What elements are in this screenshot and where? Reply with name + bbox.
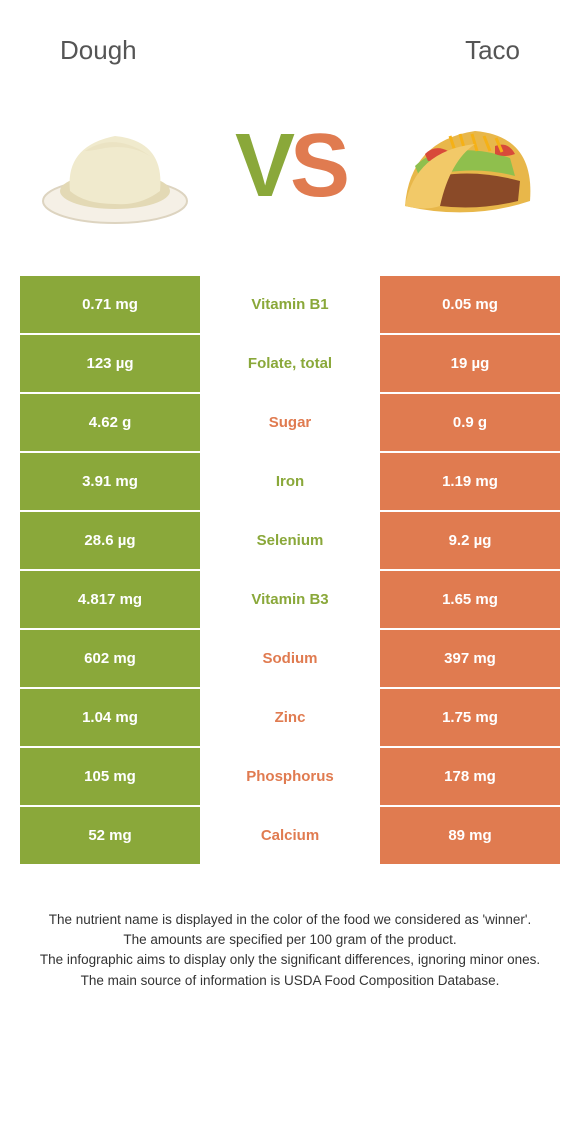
nutrient-row: 52 mgCalcium89 mg — [20, 807, 560, 864]
nutrient-row: 3.91 mgIron1.19 mg — [20, 453, 560, 510]
vs-right-letter: S — [290, 116, 345, 216]
nutrient-name-cell: Calcium — [200, 807, 380, 864]
right-value-cell: 397 mg — [380, 630, 560, 687]
nutrient-name-cell: Iron — [200, 453, 380, 510]
right-value-cell: 1.75 mg — [380, 689, 560, 746]
nutrient-row: 105 mgPhosphorus178 mg — [20, 748, 560, 805]
hero-row: VS — [0, 76, 580, 276]
footnote-line: The infographic aims to display only the… — [35, 951, 545, 969]
nutrient-name-cell: Vitamin B1 — [200, 276, 380, 333]
nutrient-table: 0.71 mgVitamin B10.05 mg123 µgFolate, to… — [0, 276, 580, 864]
footnote-line: The amounts are specified per 100 gram o… — [35, 931, 545, 949]
right-value-cell: 0.9 g — [380, 394, 560, 451]
right-food-title: Taco — [465, 35, 520, 66]
left-value-cell: 3.91 mg — [20, 453, 200, 510]
vs-label: VS — [235, 115, 345, 218]
nutrient-name-cell: Zinc — [200, 689, 380, 746]
left-value-cell: 4.62 g — [20, 394, 200, 451]
vs-left-letter: V — [235, 116, 290, 216]
footnotes: The nutrient name is displayed in the co… — [0, 866, 580, 990]
right-value-cell: 1.65 mg — [380, 571, 560, 628]
nutrient-row: 602 mgSodium397 mg — [20, 630, 560, 687]
nutrient-name-cell: Sodium — [200, 630, 380, 687]
dough-image — [30, 96, 200, 236]
right-value-cell: 9.2 µg — [380, 512, 560, 569]
right-value-cell: 89 mg — [380, 807, 560, 864]
left-value-cell: 123 µg — [20, 335, 200, 392]
right-value-cell: 1.19 mg — [380, 453, 560, 510]
right-value-cell: 0.05 mg — [380, 276, 560, 333]
left-food-title: Dough — [60, 35, 137, 66]
nutrient-name-cell: Sugar — [200, 394, 380, 451]
nutrient-row: 4.817 mgVitamin B31.65 mg — [20, 571, 560, 628]
right-value-cell: 19 µg — [380, 335, 560, 392]
taco-image — [380, 96, 550, 236]
nutrient-name-cell: Phosphorus — [200, 748, 380, 805]
nutrient-row: 28.6 µgSelenium9.2 µg — [20, 512, 560, 569]
left-value-cell: 28.6 µg — [20, 512, 200, 569]
left-value-cell: 52 mg — [20, 807, 200, 864]
left-value-cell: 602 mg — [20, 630, 200, 687]
footnote-line: The main source of information is USDA F… — [35, 972, 545, 990]
taco-icon — [380, 96, 550, 236]
nutrient-name-cell: Folate, total — [200, 335, 380, 392]
nutrient-name-cell: Vitamin B3 — [200, 571, 380, 628]
left-value-cell: 105 mg — [20, 748, 200, 805]
dough-icon — [30, 96, 200, 236]
footnote-line: The nutrient name is displayed in the co… — [35, 911, 545, 929]
right-value-cell: 178 mg — [380, 748, 560, 805]
left-value-cell: 4.817 mg — [20, 571, 200, 628]
nutrient-row: 123 µgFolate, total19 µg — [20, 335, 560, 392]
nutrient-row: 0.71 mgVitamin B10.05 mg — [20, 276, 560, 333]
left-value-cell: 0.71 mg — [20, 276, 200, 333]
header: Dough Taco — [0, 0, 580, 76]
nutrient-row: 1.04 mgZinc1.75 mg — [20, 689, 560, 746]
nutrient-row: 4.62 gSugar0.9 g — [20, 394, 560, 451]
left-value-cell: 1.04 mg — [20, 689, 200, 746]
nutrient-name-cell: Selenium — [200, 512, 380, 569]
